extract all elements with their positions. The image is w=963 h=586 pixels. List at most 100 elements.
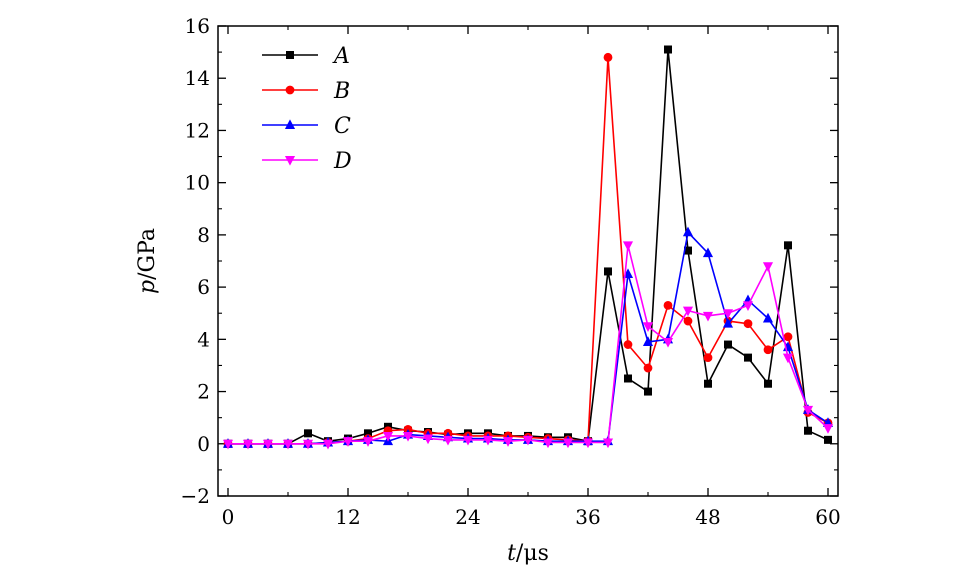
- x-axis-unit: /μs: [516, 541, 549, 566]
- data-point-A: [704, 379, 713, 388]
- legend-marker: [284, 155, 296, 166]
- y-axis-unit: /GPa: [135, 228, 160, 280]
- legend-entry-D: D: [262, 149, 352, 174]
- axis-ticks: [218, 25, 838, 497]
- legend-label: C: [334, 114, 351, 139]
- data-point-D: [462, 435, 474, 446]
- data-point-A: [604, 267, 613, 276]
- series-line-B: [228, 56, 829, 445]
- x-tick-label: 0: [222, 505, 235, 529]
- y-tick-label: 16: [185, 14, 210, 38]
- series-line-A: [228, 48, 829, 445]
- series-A: [223, 45, 833, 448]
- data-point-C: [642, 336, 654, 346]
- data-point-D: [682, 306, 694, 317]
- x-tick-label: 48: [695, 505, 720, 529]
- data-point-D: [782, 353, 794, 364]
- data-point-D: [382, 431, 394, 442]
- x-tick-label: 12: [335, 505, 360, 529]
- x-tick-labels: 0 12 24 36 48 60: [222, 505, 841, 529]
- legend-label: B: [333, 79, 350, 104]
- plot-frame: [217, 25, 839, 497]
- data-point-D: [302, 439, 314, 450]
- data-point-D: [342, 437, 354, 447]
- data-point-D: [622, 241, 634, 251]
- data-point-A: [804, 426, 813, 435]
- data-point-D: [602, 438, 614, 449]
- y-tick-label: 0: [197, 432, 210, 456]
- data-point-B: [763, 345, 773, 355]
- data-point-D: [562, 438, 574, 449]
- legend-marker: [285, 51, 294, 60]
- data-point-D: [742, 301, 754, 312]
- x-axis-var: t: [507, 541, 516, 566]
- y-tick-label: 6: [197, 275, 210, 299]
- data-point-B: [663, 300, 673, 310]
- legend-marker: [285, 85, 295, 95]
- data-point-D: [662, 337, 674, 348]
- data-point-D: [582, 438, 594, 449]
- data-point-D: [722, 309, 734, 319]
- x-tick-label: 36: [575, 505, 600, 529]
- data-point-D: [262, 439, 274, 450]
- data-point-D: [642, 322, 654, 332]
- data-point-D: [362, 437, 374, 447]
- series-C: [222, 226, 834, 448]
- series-D: [222, 241, 834, 450]
- data-point-A: [644, 387, 653, 396]
- legend-label: D: [333, 149, 352, 174]
- data-point-D: [242, 439, 254, 450]
- series-line-C: [228, 231, 829, 445]
- data-point-D: [522, 435, 534, 446]
- data-point-C: [762, 312, 774, 323]
- data-point-A: [724, 340, 733, 349]
- data-point-D: [282, 439, 294, 450]
- data-point-D: [542, 438, 554, 449]
- legend-entry-C: C: [262, 114, 351, 139]
- data-point-A: [664, 45, 673, 54]
- legend-label: A: [332, 44, 350, 69]
- y-tick-label: −2: [181, 484, 210, 508]
- x-tick-label: 60: [815, 505, 840, 529]
- data-point-D: [762, 262, 774, 272]
- data-point-D: [822, 424, 834, 434]
- data-point-B: [643, 363, 653, 373]
- y-tick-labels: −2 0 2 4 6 8 10 12 14 16: [181, 14, 210, 508]
- data-point-B: [703, 353, 713, 363]
- data-point-C: [682, 226, 694, 237]
- series-layer: [222, 45, 834, 450]
- y-tick-label: 10: [185, 171, 210, 195]
- data-point-D: [442, 435, 454, 446]
- data-point-A: [824, 435, 833, 444]
- y-tick-label: 4: [197, 327, 210, 351]
- y-tick-label: 12: [185, 118, 210, 142]
- y-tick-label: 8: [197, 223, 210, 247]
- data-point-C: [722, 318, 734, 328]
- y-tick-label: 14: [185, 66, 210, 90]
- data-point-D: [502, 437, 514, 447]
- data-point-D: [802, 405, 814, 416]
- data-point-D: [702, 311, 714, 322]
- y-axis-label: p/GPa: [135, 228, 160, 294]
- data-point-B: [683, 316, 693, 326]
- legend-entry-A: A: [262, 44, 350, 69]
- data-point-A: [303, 429, 312, 438]
- series-line-D: [228, 244, 829, 445]
- series-B: [223, 52, 833, 449]
- legend-marker: [284, 119, 296, 130]
- data-point-D: [322, 439, 334, 450]
- data-point-C: [702, 247, 714, 258]
- y-tick-label: 2: [197, 380, 210, 404]
- data-point-B: [743, 319, 753, 329]
- y-axis-var: p: [135, 280, 160, 294]
- data-point-A: [624, 374, 633, 383]
- data-point-D: [482, 435, 494, 446]
- x-tick-label: 24: [455, 505, 480, 529]
- data-point-D: [402, 431, 414, 442]
- data-point-A: [744, 353, 753, 362]
- data-point-A: [764, 379, 773, 388]
- legend-entry-B: B: [262, 79, 350, 104]
- x-axis-label: t/μs: [507, 541, 549, 566]
